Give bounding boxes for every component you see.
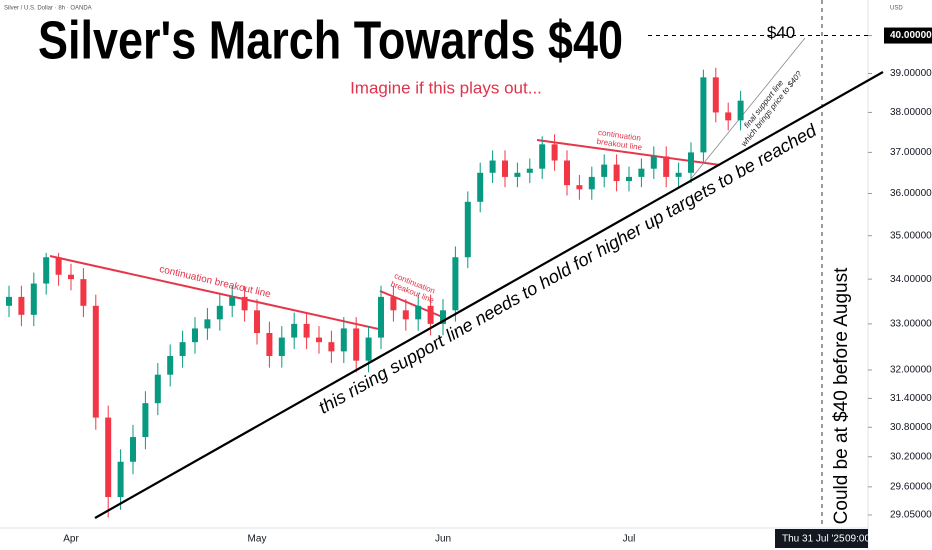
x-tick-label: Apr bbox=[63, 534, 79, 545]
y-tick-label: 40.00000 bbox=[890, 30, 932, 41]
y-tick-label: 39.00000 bbox=[890, 68, 932, 79]
candle-body bbox=[390, 296, 397, 311]
candle-body bbox=[489, 160, 496, 173]
candle-body bbox=[576, 185, 583, 190]
candle-body bbox=[316, 337, 322, 343]
candle-body bbox=[502, 160, 508, 177]
subtitle: Imagine if this plays out... bbox=[350, 78, 542, 97]
candle-body bbox=[154, 374, 161, 404]
candle-body bbox=[328, 342, 335, 352]
breakout-line bbox=[49, 255, 384, 331]
candle-body bbox=[167, 356, 174, 375]
candle-body bbox=[663, 156, 670, 177]
candle-body bbox=[613, 164, 620, 182]
y-tick-label: 29.05000 bbox=[890, 510, 932, 521]
support-line bbox=[94, 71, 884, 519]
price-line-label-box bbox=[884, 27, 932, 44]
candle-body bbox=[601, 164, 608, 177]
candle-body bbox=[6, 296, 12, 306]
y-tick-label: 29.60000 bbox=[890, 481, 932, 492]
y-tick-label: 31.40000 bbox=[890, 393, 932, 404]
candle-body bbox=[650, 156, 657, 169]
y-tick-label: 30.20000 bbox=[890, 451, 932, 462]
candle-body bbox=[688, 152, 694, 173]
candle-body bbox=[204, 319, 211, 329]
final-support-line bbox=[689, 37, 806, 181]
candle-body bbox=[365, 337, 372, 361]
candle-body bbox=[18, 296, 25, 315]
candle-body bbox=[105, 417, 112, 498]
x-tick-label: Jul bbox=[623, 534, 636, 545]
cursor-time: 09:00 bbox=[845, 534, 870, 545]
candle-body bbox=[514, 172, 521, 177]
candle-body bbox=[179, 342, 186, 357]
y-tick-label: 36.00000 bbox=[890, 188, 932, 199]
symbol: Silver / U.S. Dollar · 8h · OANDA bbox=[4, 6, 92, 12]
candle-body bbox=[440, 310, 446, 324]
y-tick-label: 34.00000 bbox=[890, 274, 932, 285]
currency: USD bbox=[890, 6, 903, 12]
candle-body bbox=[737, 100, 744, 121]
candle-body bbox=[588, 176, 595, 190]
candle-body bbox=[526, 168, 533, 173]
candle-body bbox=[427, 305, 434, 324]
candle-body bbox=[626, 176, 632, 182]
candle-body bbox=[142, 403, 149, 438]
candle-body bbox=[68, 274, 74, 280]
candle-body bbox=[278, 337, 285, 357]
breakout-line bbox=[379, 290, 446, 319]
candle-body bbox=[464, 201, 471, 258]
candle-body bbox=[353, 328, 360, 361]
y-tick-label: 30.80000 bbox=[890, 422, 932, 433]
price-line-label: $40 bbox=[767, 23, 795, 42]
candle-body bbox=[402, 310, 409, 320]
candle-body bbox=[43, 257, 50, 284]
candle-body bbox=[539, 144, 546, 169]
candle-body bbox=[700, 77, 707, 153]
candle-body bbox=[80, 279, 87, 306]
y-tick-label: 32.00000 bbox=[890, 365, 932, 376]
cursor-label-box bbox=[775, 529, 868, 548]
chart-title: Silver's March Towards $40 bbox=[38, 10, 623, 70]
candle-body bbox=[477, 172, 484, 202]
y-tick-label: 35.00000 bbox=[890, 230, 932, 241]
y-tick-label: 38.00000 bbox=[890, 107, 932, 118]
cursor-label: Thu 31 Jul '25 bbox=[782, 534, 845, 545]
candle-body bbox=[291, 323, 298, 338]
candle-body bbox=[725, 112, 732, 121]
annotation: Could be at $40 before August bbox=[831, 267, 852, 524]
candle-body bbox=[452, 257, 459, 311]
candle-body bbox=[340, 328, 347, 352]
x-tick-label: May bbox=[248, 534, 267, 545]
candle-body bbox=[30, 283, 37, 315]
x-tick-label: Jun bbox=[435, 534, 451, 545]
candle-body bbox=[266, 332, 273, 357]
candle-body bbox=[192, 328, 198, 343]
candle-body bbox=[254, 310, 260, 333]
candle-body bbox=[415, 305, 422, 320]
candle-body bbox=[303, 323, 310, 338]
candle-body bbox=[216, 305, 223, 320]
candle-body bbox=[55, 257, 62, 275]
candle-body bbox=[92, 305, 99, 418]
candle-body bbox=[712, 77, 719, 113]
candle-body bbox=[117, 461, 124, 498]
candle-body bbox=[551, 144, 558, 161]
candle-body bbox=[564, 160, 570, 186]
candle-body bbox=[130, 437, 136, 462]
candles bbox=[6, 67, 744, 518]
candle-body bbox=[638, 168, 645, 177]
candle-body bbox=[675, 172, 682, 177]
y-tick-label: 37.00000 bbox=[890, 147, 932, 158]
candle-body bbox=[229, 296, 236, 306]
candle-body bbox=[241, 296, 248, 311]
candle-body bbox=[378, 296, 384, 338]
y-tick-label: 33.00000 bbox=[890, 319, 932, 330]
